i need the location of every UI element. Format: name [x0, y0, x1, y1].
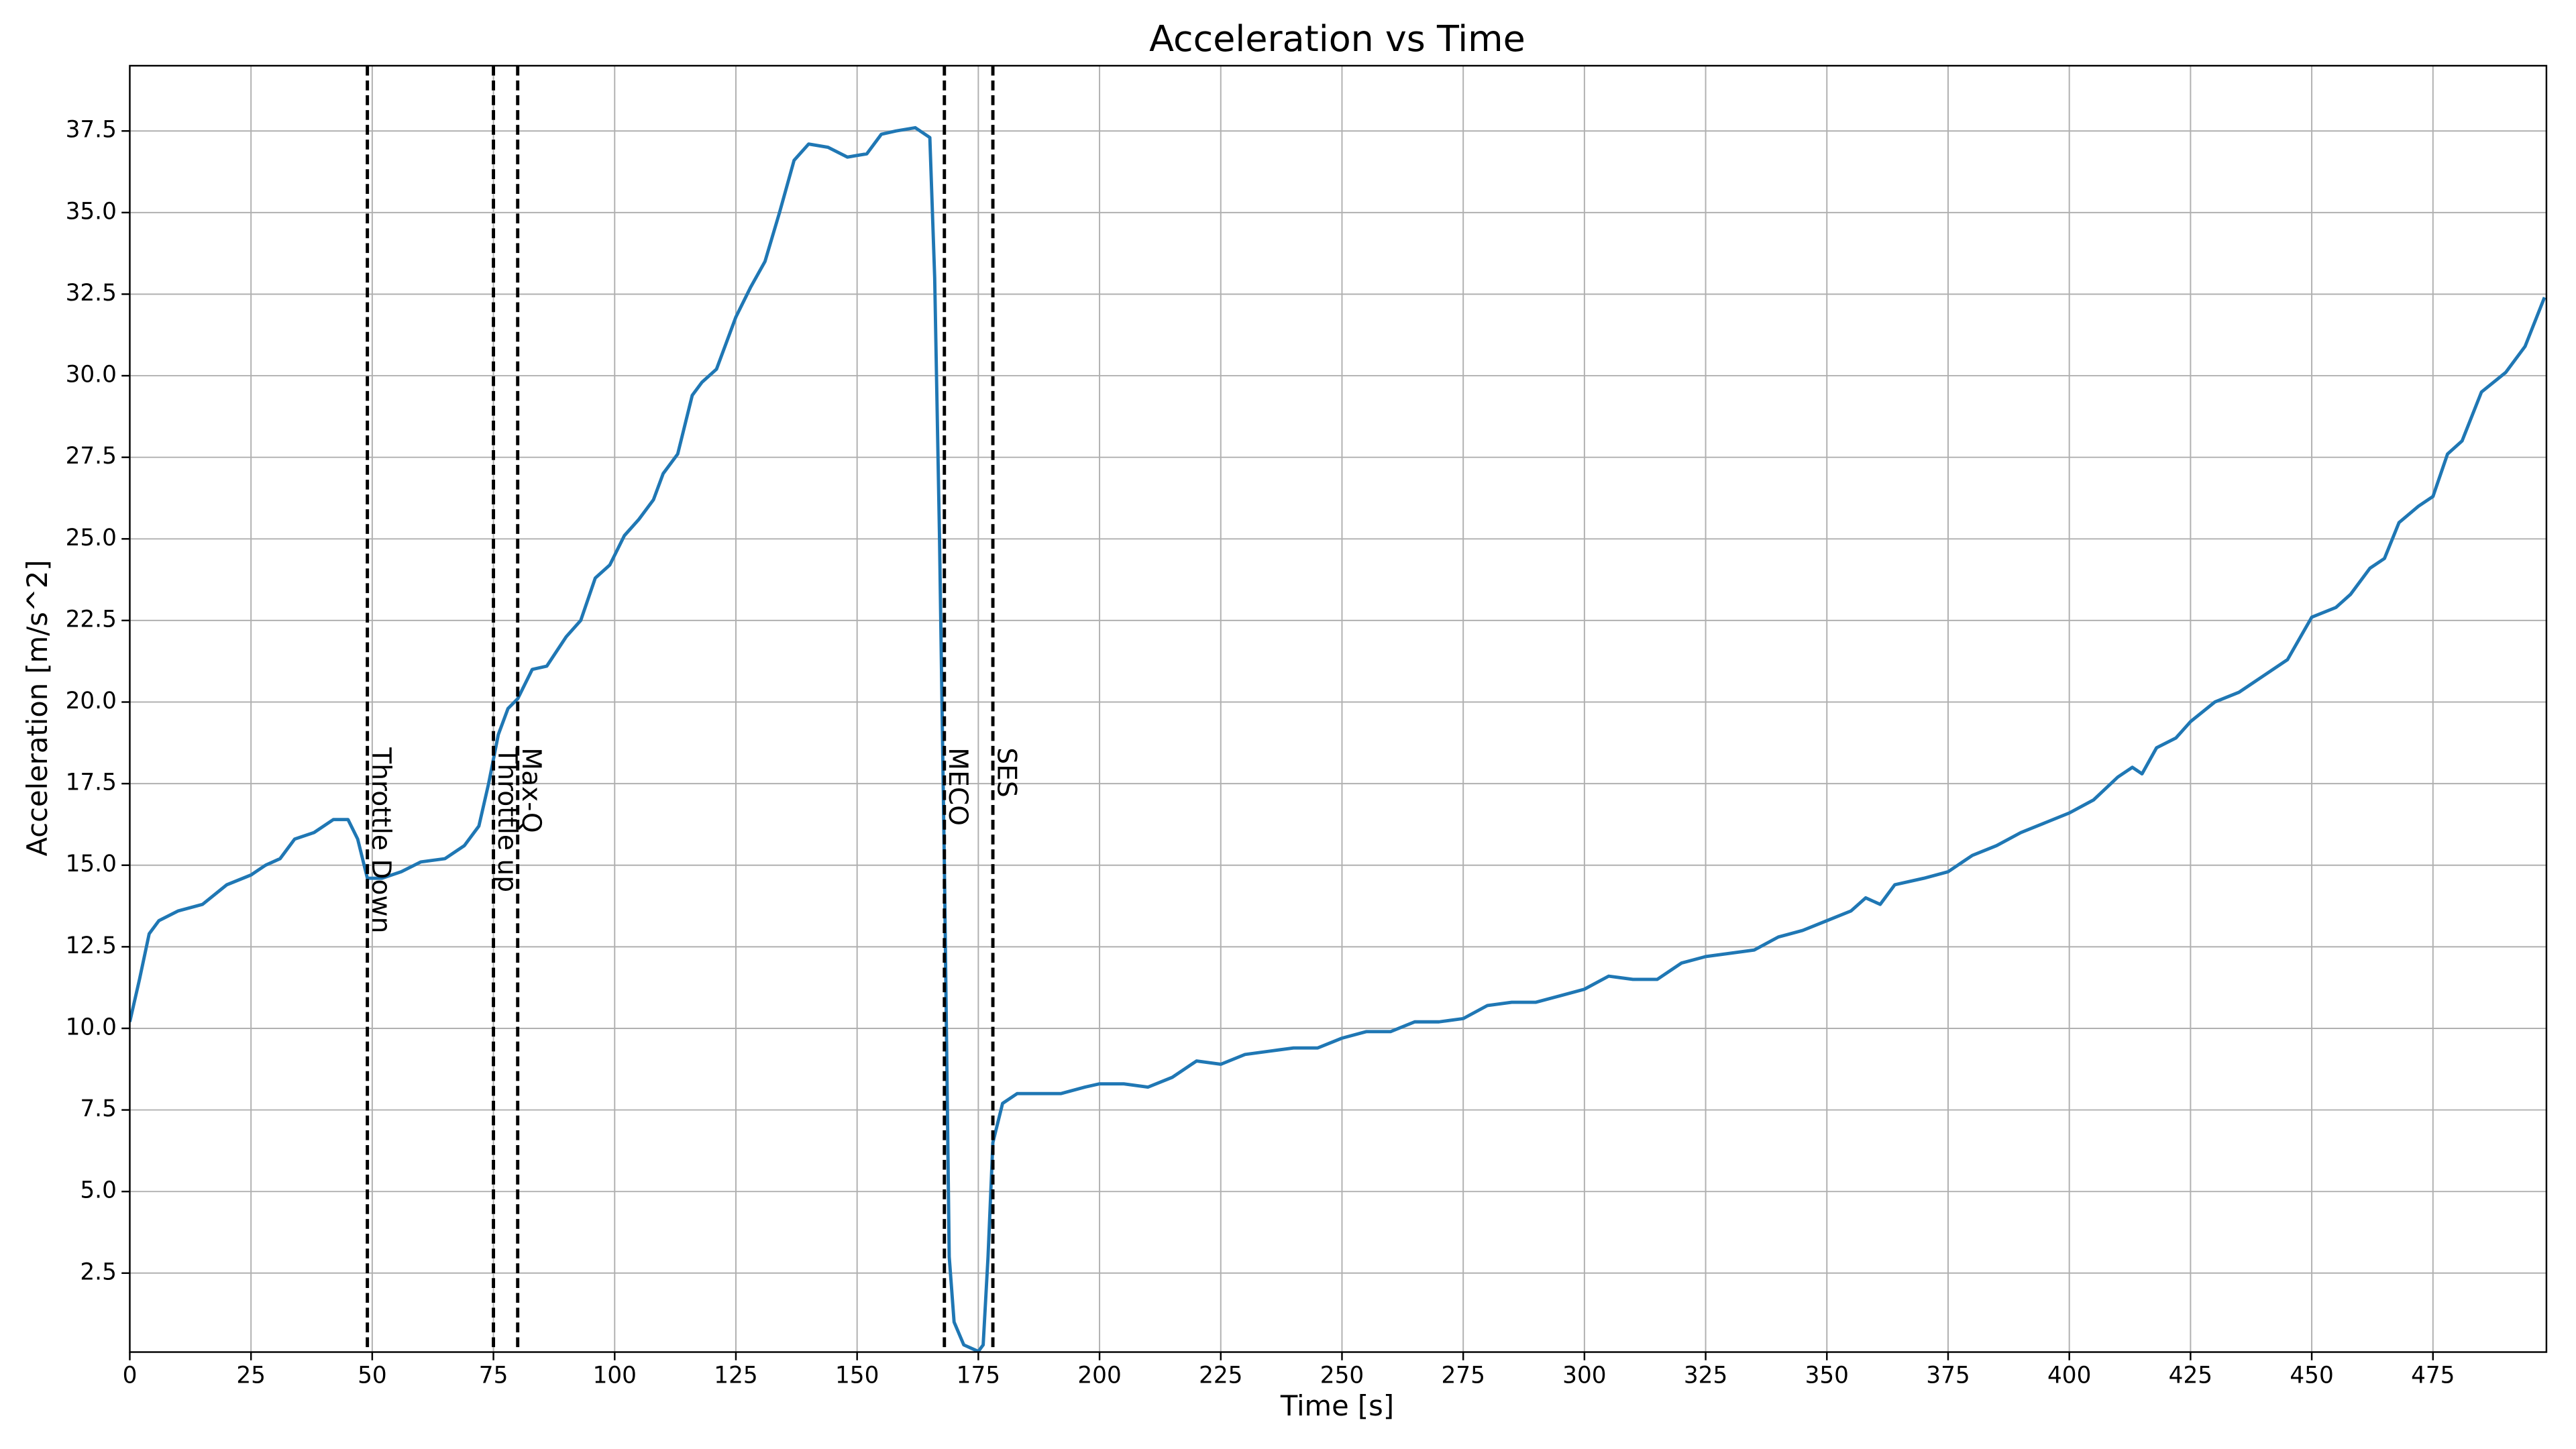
y-tick-label: 32.5 [66, 280, 117, 307]
y-tick-label: 7.5 [80, 1095, 117, 1122]
x-tick-label: 150 [835, 1362, 879, 1389]
y-tick-label: 17.5 [66, 769, 117, 796]
y-tick-label: 25.0 [66, 525, 117, 551]
x-tick-label: 350 [1805, 1362, 1849, 1389]
x-tick-label: 125 [714, 1362, 757, 1389]
x-tick-label: 225 [1199, 1362, 1242, 1389]
y-tick-label: 15.0 [66, 851, 117, 877]
y-tick-label: 30.0 [66, 362, 117, 388]
x-axis-label: Time [s] [1280, 1389, 1394, 1422]
event-label: MECO [943, 747, 973, 826]
x-tick-label: 75 [479, 1362, 508, 1389]
y-tick-label: 10.0 [66, 1014, 117, 1040]
plot-frame [129, 64, 2548, 1353]
x-tick-label: 0 [123, 1362, 138, 1389]
x-tick-label: 450 [2290, 1362, 2333, 1389]
x-tick-label: 475 [2411, 1362, 2455, 1389]
x-tick-label: 300 [1562, 1362, 1606, 1389]
x-tick-label: 425 [2169, 1362, 2212, 1389]
chart-title: Acceleration vs Time [1149, 17, 1525, 60]
y-tick-label: 35.0 [66, 198, 117, 225]
y-tick-label: 22.5 [66, 606, 117, 633]
y-axis-label: Acceleration [m/s^2] [21, 560, 54, 857]
y-tick-label: 2.5 [80, 1258, 117, 1285]
y-tick-label: 27.5 [66, 443, 117, 470]
x-tick-label: 375 [1926, 1362, 1970, 1389]
x-tick-label: 175 [957, 1362, 1000, 1389]
x-tick-label: 50 [358, 1362, 387, 1389]
x-tick-label: 200 [1077, 1362, 1121, 1389]
x-tick-label: 400 [2047, 1362, 2091, 1389]
x-tick-label: 250 [1320, 1362, 1364, 1389]
y-tick-label: 12.5 [66, 932, 117, 959]
event-label: Throttle Down [366, 747, 396, 933]
y-tick-label: 37.5 [66, 117, 117, 144]
y-tick-label: 20.0 [66, 688, 117, 714]
y-tick-label: 5.0 [80, 1177, 117, 1204]
event-label: Max-Q [516, 747, 546, 833]
x-tick-label: 275 [1441, 1362, 1485, 1389]
event-label: SES [991, 747, 1021, 797]
x-tick-label: 325 [1684, 1362, 1727, 1389]
x-tick-label: 100 [593, 1362, 637, 1389]
x-tick-label: 25 [236, 1362, 266, 1389]
